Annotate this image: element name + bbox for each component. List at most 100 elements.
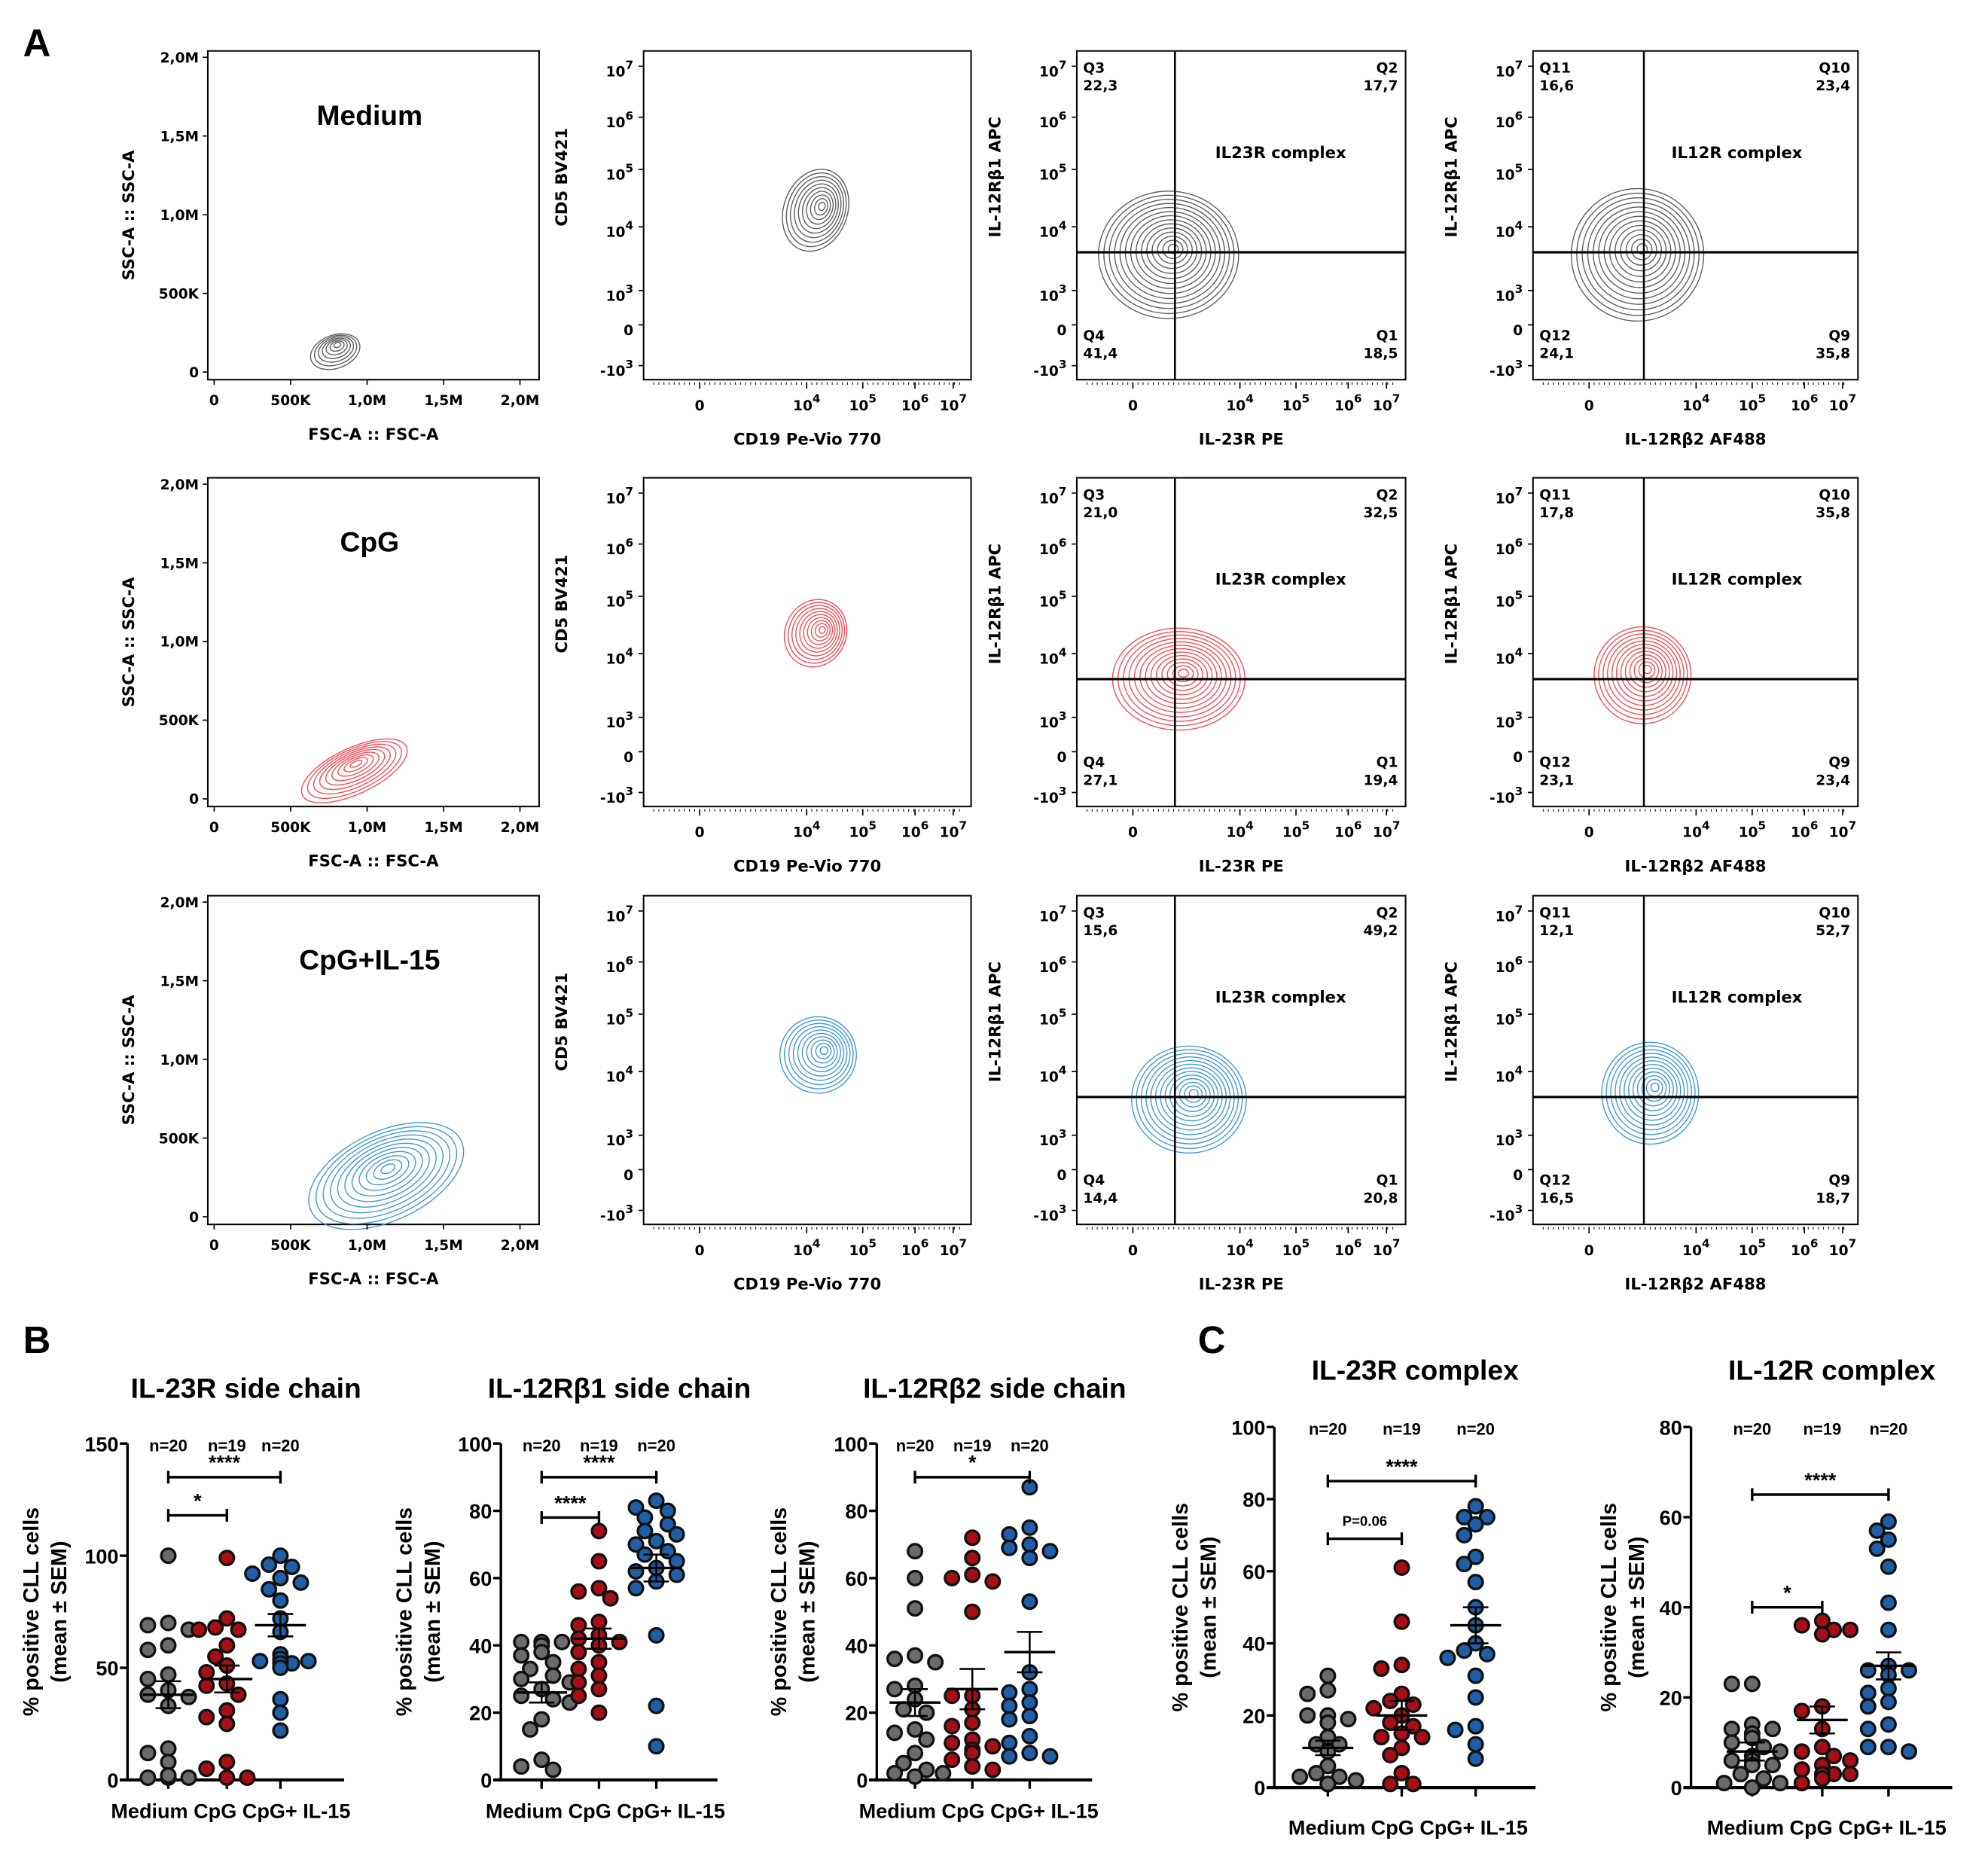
y-axis-label: IL-12Rβ1 APC <box>985 117 1004 237</box>
data-point <box>590 1580 608 1597</box>
x-tick-label: 0 <box>1584 1243 1594 1259</box>
data-point <box>895 1754 912 1772</box>
contour-line <box>1150 651 1213 700</box>
quadrant-name: Q3 <box>1083 905 1105 921</box>
dot-plot-1: IL-23R side chain 0 50 100 150 % positive CLL… <box>20 1372 361 1822</box>
data-point <box>668 1553 685 1570</box>
y-axis-label: IL-12Rβ1 APC <box>985 962 1004 1082</box>
data-point <box>272 1690 289 1708</box>
y-tick-label: 106 <box>1039 109 1067 131</box>
quadrant-percent: 23,4 <box>1816 773 1850 788</box>
contour-population <box>309 333 361 370</box>
contour-line <box>801 1032 841 1072</box>
x-tick-label: 0 <box>695 825 705 841</box>
y-tick-label: 0 <box>1513 1168 1523 1184</box>
x-tick-label: 104 <box>1682 1237 1710 1259</box>
data-point <box>627 1499 645 1516</box>
data-point <box>272 1722 289 1739</box>
data-point <box>570 1583 587 1600</box>
quadrant-name: Q12 <box>1539 755 1571 771</box>
contour-line <box>806 190 834 225</box>
flow-plot-r3-c1: 2,0M 1,5M 1,0M 500K 00 500K 1,0M 1,5M 2,0M FSC-A … <box>119 895 540 1288</box>
y-tick-label: 2,0M <box>160 895 200 911</box>
contour-line <box>319 746 391 791</box>
flow-plot-r1-c1: 2,0M 1,5M 1,0M 500K 00 500K 1,0M 1,5M 2,0M FSC-A … <box>119 50 540 443</box>
spacer <box>936 1800 942 1823</box>
y-tick-label: 103 <box>1039 1127 1067 1149</box>
data-point <box>602 1589 619 1607</box>
data-point <box>590 1667 608 1684</box>
y-tick-label: 80 <box>1660 1416 1682 1439</box>
quadrant-name: Q10 <box>1819 487 1850 503</box>
y-tick-label: 80 <box>1242 1488 1265 1511</box>
contour-population <box>782 169 849 252</box>
data-point <box>1755 1770 1773 1788</box>
x-tick-label: 106 <box>901 819 929 841</box>
gate-label: IL23R complex <box>1215 988 1346 1007</box>
y-tick-label: 104 <box>1039 219 1067 241</box>
data-point <box>1842 1621 1859 1638</box>
y-tick-label: 107 <box>1039 58 1067 80</box>
panel-label-a: A <box>23 21 51 64</box>
x-tick-label: 104 <box>1682 819 1710 841</box>
data-point <box>636 1522 654 1540</box>
contour-line <box>1619 1056 1685 1126</box>
data-point <box>1793 1617 1810 1634</box>
contour-line <box>1570 187 1705 322</box>
flow-plot-r1-c4: 107 106 105 104 103 0 -103 0 104 105 106 107 IL-12Rβ… <box>1441 50 1859 449</box>
data-point <box>1467 1667 1484 1684</box>
contour-line <box>315 1126 458 1225</box>
y-tick-label: 103 <box>1039 709 1067 731</box>
quadrant-percent: 17,7 <box>1363 78 1398 94</box>
flow-plot-r2-c1: 2,0M 1,5M 1,0M 500K 00 500K 1,0M 1,5M 2,0M FSC-A … <box>119 477 540 870</box>
n-label: n=20 <box>896 1436 935 1455</box>
chart-title: IL-12Rβ2 side chain <box>863 1372 1127 1404</box>
x-category-label: CpG+ IL-15 <box>242 1800 351 1823</box>
contour-population <box>300 738 408 803</box>
data-point <box>1001 1734 1018 1751</box>
x-tick-label: 500K <box>270 820 311 836</box>
x-tick-label: 1,0M <box>348 820 386 836</box>
dot-plot-3: IL-12Rβ2 side chain 0 20 40 60 80 100 % positiv… <box>767 1372 1126 1822</box>
data-point <box>1743 1779 1761 1797</box>
data-point <box>544 1761 562 1778</box>
n-label: n=19 <box>208 1436 246 1455</box>
data-point <box>1467 1548 1484 1565</box>
data-point <box>1382 1775 1399 1793</box>
data-point <box>964 1566 981 1583</box>
x-category-label: CpG <box>941 1800 984 1823</box>
quadrant-percent: 17,8 <box>1539 505 1574 521</box>
y-tick-label: -103 <box>1489 785 1523 806</box>
contour-line <box>1146 227 1198 274</box>
contour-line <box>1145 648 1218 705</box>
y-tick-label: -103 <box>1033 1202 1066 1224</box>
data-point <box>218 1637 236 1654</box>
quadrant-percent: 23,4 <box>1816 78 1850 94</box>
data-point <box>1001 1711 1018 1728</box>
y-axis-label: SSC-A :: SSC-A <box>119 150 138 281</box>
data-point <box>160 1637 177 1654</box>
condition-title: CpG <box>340 526 400 558</box>
x-tick-label: 1,0M <box>348 1238 386 1254</box>
significance-label: **** <box>1804 1468 1837 1492</box>
data-point <box>918 1731 935 1748</box>
data-point <box>648 1697 665 1714</box>
data-point <box>252 1653 269 1670</box>
y-tick-label: 1,5M <box>160 129 200 145</box>
flow-plot-r3-c3: 107 106 105 104 103 0 -103 0 104 105 106 107 IL-23R … <box>985 895 1407 1293</box>
data-point <box>218 1715 236 1733</box>
contour-line <box>1620 229 1662 272</box>
y-axis-label: % positive CLL cells <box>1169 1503 1193 1711</box>
data-point <box>1764 1720 1781 1738</box>
significance-label: * <box>194 1489 202 1512</box>
x-tick-label: 104 <box>793 392 821 414</box>
condition-title: Medium <box>317 99 423 131</box>
contour-line <box>795 608 840 657</box>
data-point <box>1467 1689 1484 1706</box>
data-point <box>272 1704 289 1721</box>
y-axis-label-sub: (mean ± SEM) <box>421 1541 445 1682</box>
plot-frame <box>1075 895 1407 1226</box>
data-point <box>160 1614 177 1632</box>
y-tick-label: 105 <box>606 588 633 610</box>
